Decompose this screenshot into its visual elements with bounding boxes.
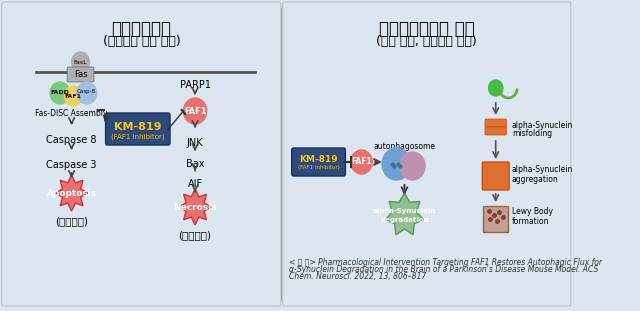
Text: FAF1: FAF1: [184, 106, 206, 115]
Text: Fas-DISC Assembly: Fas-DISC Assembly: [35, 109, 108, 118]
FancyBboxPatch shape: [292, 148, 346, 176]
Text: FAF1: FAF1: [65, 94, 82, 99]
Text: Caspase 3: Caspase 3: [46, 160, 97, 170]
Text: Bax: Bax: [186, 159, 204, 169]
Text: (FAF1 inhibitor): (FAF1 inhibitor): [111, 134, 164, 140]
Text: PARP1: PARP1: [180, 80, 211, 90]
Text: aggregation: aggregation: [512, 174, 559, 183]
Text: α-Synuclein Degradation in the Brain of a Parkinson's Disease Mouse Model. ACS: α-Synuclein Degradation in the Brain of …: [289, 265, 598, 274]
Circle shape: [400, 152, 425, 180]
FancyBboxPatch shape: [283, 2, 571, 306]
Text: formation: formation: [512, 216, 549, 225]
Text: Chem. Neurosci. 2022, 13, 806–817: Chem. Neurosci. 2022, 13, 806–817: [289, 272, 426, 281]
Circle shape: [382, 148, 411, 180]
Text: FAF1: FAF1: [351, 157, 372, 166]
Circle shape: [72, 52, 90, 72]
Polygon shape: [179, 189, 211, 225]
FancyBboxPatch shape: [67, 67, 94, 82]
Text: KM-819: KM-819: [114, 122, 161, 132]
Polygon shape: [385, 193, 424, 235]
Circle shape: [488, 80, 503, 96]
Text: JNK: JNK: [187, 138, 204, 148]
Text: (세포괴사): (세포괴사): [179, 230, 212, 240]
FancyBboxPatch shape: [485, 119, 506, 127]
Circle shape: [351, 150, 372, 174]
FancyBboxPatch shape: [483, 162, 509, 190]
Text: FADD: FADD: [51, 91, 69, 95]
Text: KM-819: KM-819: [300, 156, 338, 165]
Text: < 논 문> Pharmacological Intervention Targeting FAF1 Restores Autophagic Flux for: < 논 문> Pharmacological Intervention Targ…: [289, 258, 602, 267]
Text: 신경세포보호: 신경세포보호: [111, 20, 172, 38]
FancyBboxPatch shape: [106, 113, 170, 145]
Circle shape: [50, 82, 70, 104]
Text: Fas: Fas: [74, 70, 87, 79]
Text: alpha-Synuclein: alpha-Synuclein: [373, 208, 436, 214]
Text: misfolding: misfolding: [512, 129, 552, 138]
Text: alpha-Synuclein: alpha-Synuclein: [512, 122, 573, 131]
Circle shape: [77, 82, 97, 104]
Text: (신경세포 사멸 저해): (신경세포 사멸 저해): [102, 35, 180, 48]
Text: degradation: degradation: [380, 217, 429, 223]
Polygon shape: [56, 175, 88, 211]
FancyBboxPatch shape: [2, 2, 281, 306]
FancyBboxPatch shape: [485, 127, 506, 135]
Text: Caspase 8: Caspase 8: [46, 135, 97, 145]
Circle shape: [65, 86, 83, 106]
Circle shape: [184, 98, 207, 124]
Text: Necrosis: Necrosis: [173, 202, 217, 211]
Text: (세포자살): (세포자살): [55, 216, 88, 226]
Text: autophagosome: autophagosome: [374, 142, 435, 151]
Text: Apoptosis: Apoptosis: [47, 188, 97, 197]
Text: (FAF1 inhibitor): (FAF1 inhibitor): [298, 165, 339, 170]
Text: Casp-8: Casp-8: [77, 90, 97, 95]
Text: alpha-Synuclein: alpha-Synuclein: [512, 165, 573, 174]
Text: (축적 저해, 오토파지 증가): (축적 저해, 오토파지 증가): [376, 35, 477, 48]
Text: AIF: AIF: [188, 179, 203, 189]
Text: FasL: FasL: [74, 59, 87, 64]
FancyBboxPatch shape: [483, 206, 508, 232]
Text: 알파시뉴클레인 분해: 알파시뉴클레인 분해: [379, 20, 475, 38]
Text: Lewy Body: Lewy Body: [512, 207, 553, 216]
